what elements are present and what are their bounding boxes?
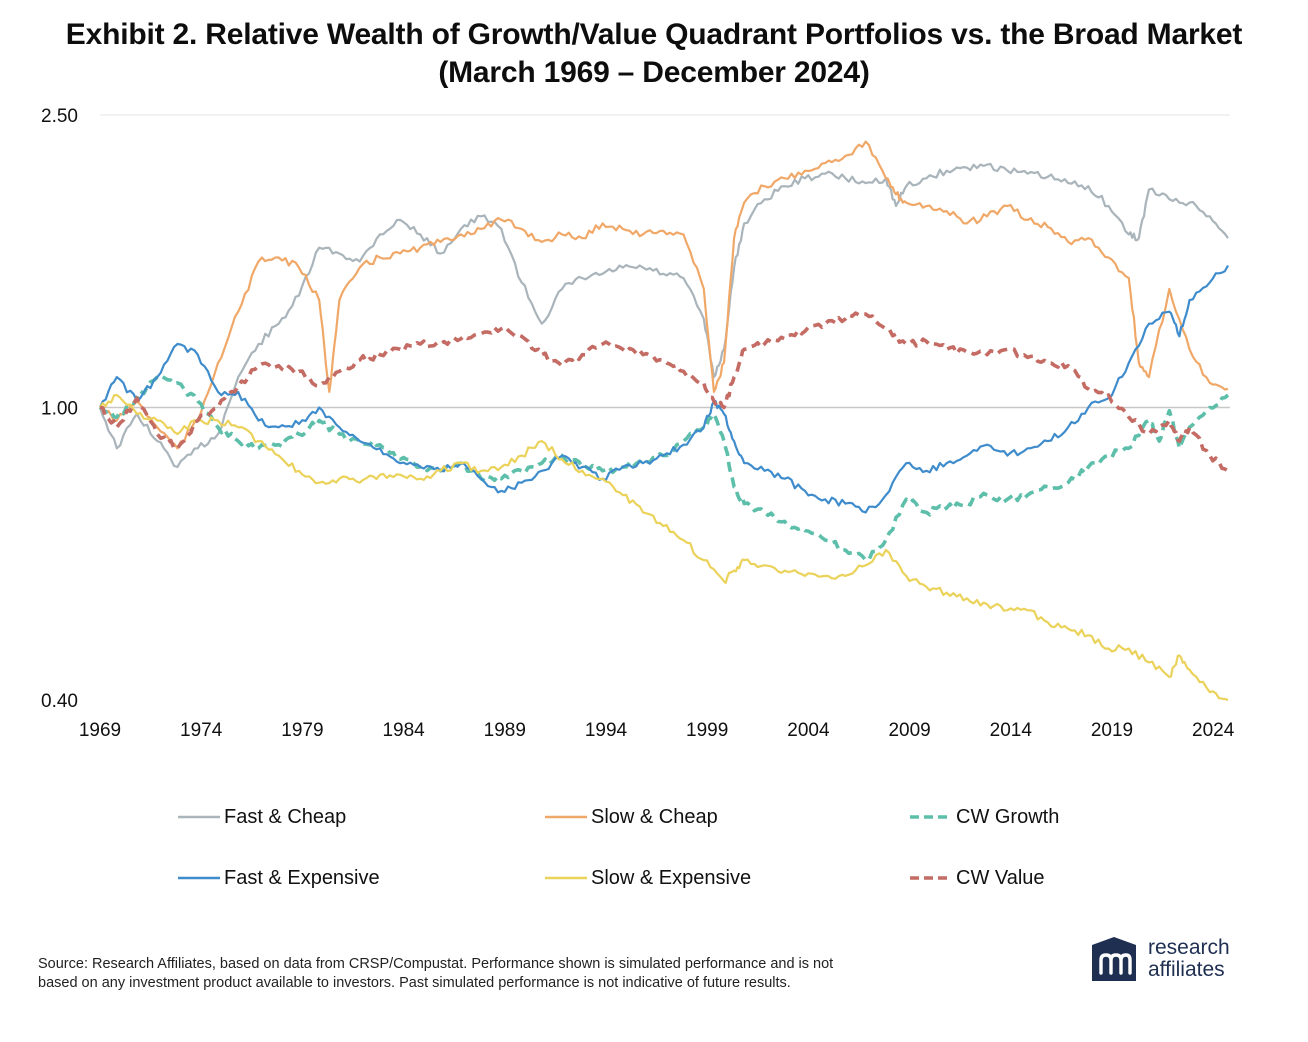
chart-title-line2: (March 1969 – December 2024) [438, 56, 870, 89]
series-line-fast-cheap [98, 162, 1229, 469]
x-tick-label: 2004 [787, 720, 830, 741]
source-footnote: Source: Research Affiliates, based on da… [38, 955, 958, 993]
legend-swatch-line [910, 815, 952, 819]
gridlines [100, 114, 1230, 409]
series-line-fast-expensive [98, 264, 1229, 514]
research-affiliates-logo: research affiliates [1088, 935, 1258, 995]
series-lines [98, 140, 1230, 702]
chart-title-line1: Exhibit 2. Relative Wealth of Growth/Val… [65, 18, 1243, 51]
legend-swatch [178, 812, 220, 822]
x-tick-label: 2019 [1091, 720, 1133, 741]
logo-wordmark: research affiliates [1148, 937, 1230, 981]
legend-item-fast-cheap: Fast & Cheap [178, 803, 346, 831]
legend-item-slow-cheap: Slow & Cheap [545, 803, 718, 831]
legend-swatch [178, 873, 220, 883]
legend-swatch-line [545, 876, 587, 880]
series-line-cw-value [99, 311, 1229, 473]
legend-label: CW Value [956, 866, 1045, 889]
legend-swatch [910, 812, 952, 822]
legend-swatch-line [545, 815, 587, 819]
legend-swatch [545, 812, 587, 822]
x-tick-label: 1989 [484, 720, 526, 741]
footnote-line2: based on any investment product availabl… [38, 975, 791, 991]
x-tick-label: 2024 [1192, 720, 1235, 741]
legend-swatch-line [910, 876, 952, 880]
research-affiliates-logo-icon [1092, 937, 1136, 981]
logo-text-line2: affiliates [1148, 958, 1225, 981]
legend-item-cw-growth: CW Growth [910, 803, 1059, 831]
legend-label: Slow & Expensive [591, 866, 752, 889]
legend-label: CW Growth [956, 805, 1060, 828]
legend-swatch-line [178, 815, 220, 819]
logo-text-line1: research [1148, 936, 1230, 959]
y-tick-label: 2.50 [41, 106, 78, 127]
series-line-slow-cheap [99, 140, 1229, 450]
legend-label: Fast & Cheap [224, 805, 347, 828]
legend-swatch-line [178, 876, 220, 880]
y-tick-label: 1.00 [41, 399, 78, 420]
chart-title: Exhibit 2. Relative Wealth of Growth/Val… [0, 16, 1308, 92]
series-line-slow-expensive [99, 393, 1229, 702]
x-tick-label: 1984 [382, 720, 425, 741]
legend-label: Slow & Cheap [591, 805, 718, 828]
legend-swatch [545, 873, 587, 883]
x-tick-label: 1999 [686, 720, 728, 741]
x-tick-label: 1974 [180, 720, 223, 741]
legend-item-cw-value: CW Value [910, 864, 1045, 892]
legend-item-fast-expensive: Fast & Expensive [178, 864, 380, 892]
x-tick-label: 1969 [79, 720, 121, 741]
legend-label: Fast & Expensive [224, 866, 380, 889]
series-line-cw-growth [99, 373, 1230, 562]
x-tick-label: 2014 [990, 720, 1033, 741]
legend-item-slow-expensive: Slow & Expensive [545, 864, 751, 892]
footnote-line1: Source: Research Affiliates, based on da… [38, 956, 834, 972]
x-tick-label: 1994 [585, 720, 628, 741]
y-tick-label: 0.40 [41, 691, 78, 712]
legend: Fast & Cheap Slow & Cheap CW Growth Fast & … [0, 795, 1308, 925]
x-tick-label: 2009 [888, 720, 930, 741]
legend-swatch [910, 873, 952, 883]
x-tick-label: 1979 [281, 720, 323, 741]
